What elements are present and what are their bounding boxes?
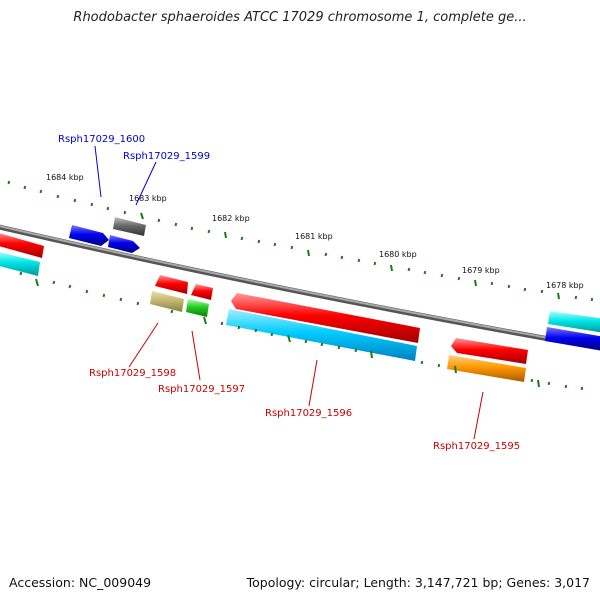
scale-label-1684: 1684 kbp (46, 173, 84, 182)
scale-label-1678: 1678 kbp (546, 281, 584, 290)
gene-arrow-rsph17029-1597[interactable] (186, 299, 209, 317)
gene-arrow-cyan-right-edge[interactable] (548, 311, 600, 333)
scale-label-1683: 1683 kbp (129, 194, 167, 203)
gene-label-rsph17029-1600[interactable]: Rsph17029_1600 (58, 134, 145, 145)
gene-label-rsph17029-1598[interactable]: Rsph17029_1598 (89, 368, 176, 379)
gene-label-rsph17029-1599[interactable]: Rsph17029_1599 (123, 151, 210, 162)
gene-arrow-red-1596-top[interactable] (231, 293, 420, 343)
map-title: Rhodobacter sphaeroides ATCC 17029 chrom… (73, 10, 527, 25)
genome-summary-text: Topology: circular; Length: 3,147,721 bp… (246, 575, 590, 590)
gene-label-rsph17029-1597[interactable]: Rsph17029_1597 (158, 384, 245, 395)
gene-label-rsph17029-1596[interactable]: Rsph17029_1596 (265, 408, 352, 419)
gene-arrow-rsph17029-1598[interactable] (150, 291, 184, 312)
scale-label-1681: 1681 kbp (295, 232, 333, 241)
upper-scale-track (7, 180, 594, 302)
gene-arrow-gray[interactable] (113, 217, 146, 236)
scale-label-1682: 1682 kbp (212, 214, 250, 223)
gene-arrow-rsph17029-1599[interactable] (108, 235, 140, 253)
gene-arrow-red-1598-top[interactable] (155, 275, 188, 294)
accession-text: Accession: NC_009049 (9, 575, 152, 590)
gene-arrow-blue-right-edge[interactable] (545, 327, 600, 351)
lower-scale-track (19, 271, 584, 391)
gene-arrow-red-1595-top[interactable] (451, 338, 528, 364)
gene-label-rsph17029-1595[interactable]: Rsph17029_1595 (433, 441, 520, 452)
upper-scale-major-ticks (140, 212, 560, 300)
scale-label-1679: 1679 kbp (462, 266, 500, 275)
gene-arrow-red-1597-top[interactable] (191, 284, 213, 300)
gene-arrow-rsph17029-1595[interactable] (447, 355, 526, 382)
gene-arrow-rsph17029-1596[interactable] (226, 309, 417, 361)
gene-arrow-teal-left-edge[interactable] (0, 251, 40, 276)
gene-arrow-red-left-edge[interactable] (0, 232, 44, 258)
label-leader-lines (94, 145, 484, 440)
lower-scale-major-ticks (35, 278, 540, 388)
scale-label-1680: 1680 kbp (379, 250, 417, 259)
gene-arrow-rsph17029-1600[interactable] (69, 225, 109, 246)
